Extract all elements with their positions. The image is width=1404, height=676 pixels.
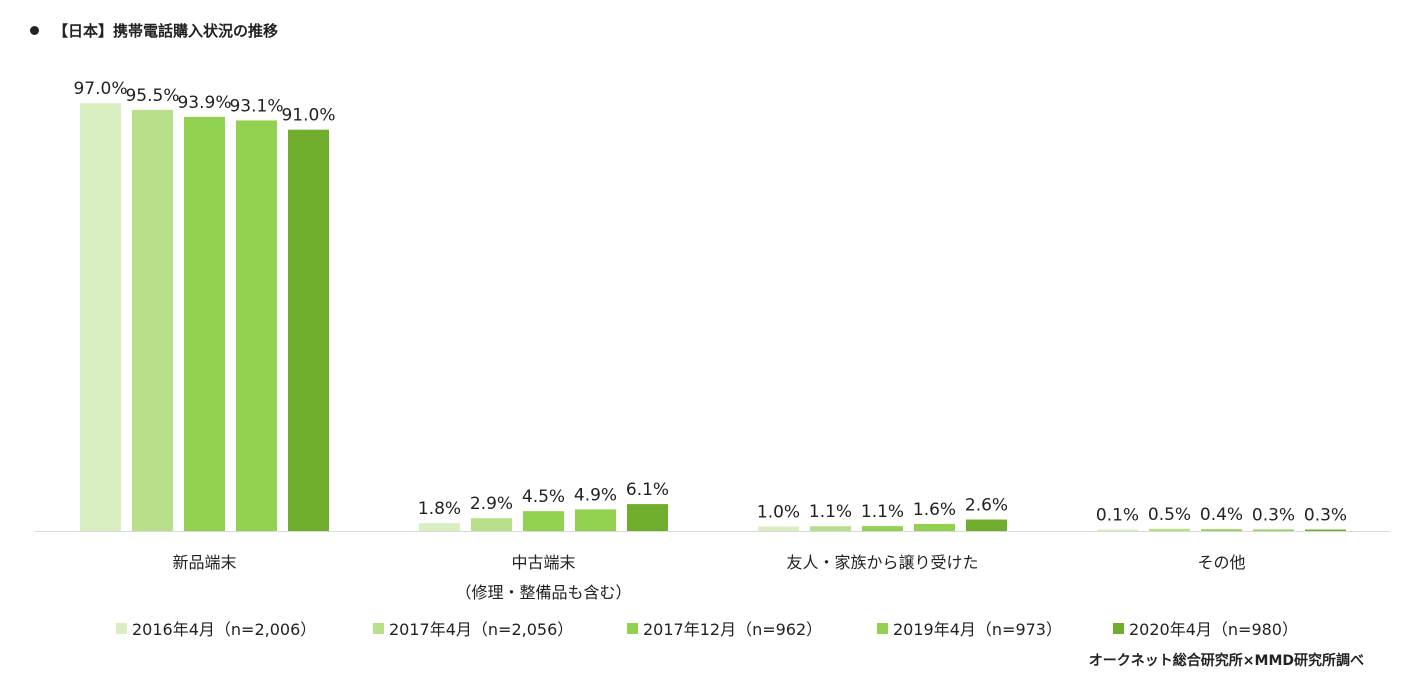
bar	[236, 120, 277, 531]
data-label: 0.4%	[1200, 505, 1243, 525]
legend-swatch	[627, 623, 638, 634]
data-label: 1.0%	[757, 503, 800, 523]
data-label: 93.9%	[177, 93, 231, 113]
bullet-icon	[30, 26, 39, 35]
data-label: 1.1%	[861, 502, 904, 522]
bar	[862, 526, 903, 531]
data-label: 0.1%	[1096, 506, 1139, 526]
bar	[132, 109, 173, 531]
bar	[1097, 529, 1138, 531]
category-label: 友人・家族から譲り受けた	[786, 553, 978, 572]
data-label: 97.0%	[73, 79, 127, 99]
data-label: 4.9%	[574, 485, 617, 505]
legend-swatch	[116, 623, 127, 634]
bar	[80, 103, 121, 531]
data-label: 95.5%	[125, 86, 179, 106]
source-credit: オークネット総合研究所×MMD研究所調べ	[1088, 653, 1364, 669]
bar	[471, 518, 512, 531]
bar	[966, 519, 1007, 531]
data-label: 2.6%	[965, 496, 1008, 516]
bar	[184, 116, 225, 531]
legend-swatch	[877, 623, 888, 634]
bar	[810, 526, 851, 531]
chart-title: 【日本】携帯電話購入状況の推移	[53, 22, 279, 40]
legend-label: 2016年4月（n=2,006）	[132, 620, 316, 639]
data-label: 4.5%	[522, 487, 565, 507]
bar	[1149, 528, 1190, 531]
legend-label: 2017年12月（n=962）	[643, 620, 822, 639]
category-label: 中古端末	[511, 553, 575, 572]
legend-label: 2017年4月（n=2,056）	[389, 620, 573, 639]
data-label: 0.3%	[1252, 506, 1295, 526]
bar	[575, 509, 616, 531]
legend-swatch	[373, 623, 384, 634]
category-label: その他	[1197, 553, 1245, 572]
chart-title-row: 【日本】携帯電話購入状況の推移	[30, 20, 278, 41]
data-label: 2.9%	[470, 494, 513, 514]
data-label: 1.1%	[809, 502, 852, 522]
data-label: 6.1%	[626, 480, 669, 500]
data-label: 1.6%	[913, 500, 956, 520]
bar	[523, 511, 564, 531]
data-label: 91.0%	[281, 106, 335, 126]
legend-label: 2019年4月（n=973）	[893, 620, 1062, 639]
bar	[419, 523, 460, 531]
category-sublabel: （修理・整備品も含む）	[455, 583, 631, 602]
category-label: 新品端末	[172, 553, 236, 572]
legend-label: 2020年4月（n=980）	[1129, 620, 1298, 639]
bar	[1305, 529, 1346, 531]
data-label: 0.5%	[1148, 505, 1191, 525]
bar	[288, 129, 329, 531]
bar	[627, 504, 668, 531]
data-label: 1.8%	[418, 499, 461, 519]
bar	[1253, 529, 1294, 531]
bar	[914, 523, 955, 531]
legend-swatch	[1113, 623, 1124, 634]
data-label: 0.3%	[1304, 506, 1347, 526]
bar	[1201, 529, 1242, 531]
bar	[758, 526, 799, 531]
data-label: 93.1%	[229, 96, 283, 116]
